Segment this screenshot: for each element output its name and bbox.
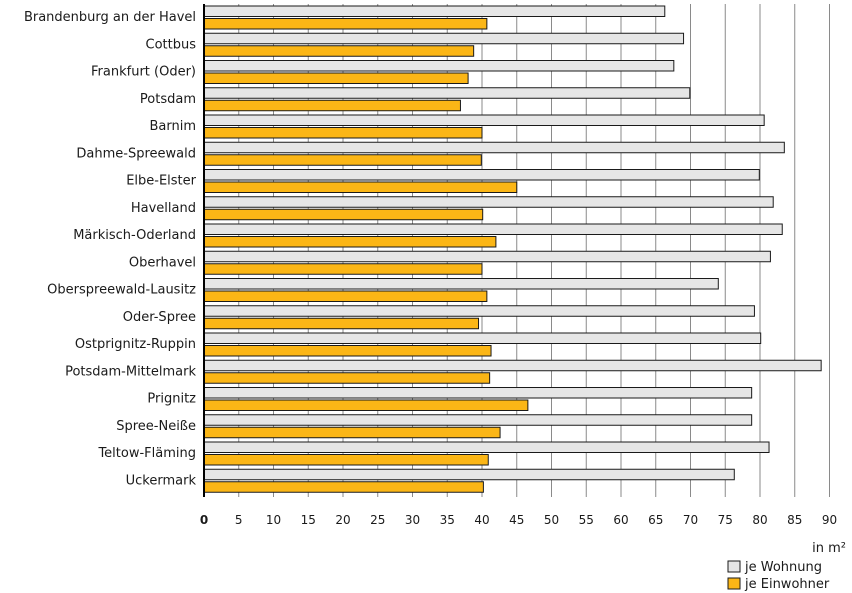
bar-je-einwohner — [203, 426, 501, 439]
bar-je-einwohner — [203, 372, 491, 384]
category-label: Oberspreewald-Lausitz — [47, 283, 196, 298]
x-tick-label: 25 — [370, 513, 385, 527]
bar-je-wohnung — [203, 32, 685, 45]
x-tick-label: 15 — [301, 513, 316, 527]
bar-je-einwohner — [203, 317, 480, 330]
bar-je-wohnung — [203, 196, 774, 208]
category-label: Prignitz — [147, 392, 196, 407]
category-label: Teltow-Fläming — [97, 446, 196, 461]
bar-je-einwohner — [203, 154, 482, 166]
bar-je-einwohner — [203, 72, 469, 84]
bar-je-wohnung — [203, 60, 675, 72]
bar-je-einwohner — [203, 399, 529, 411]
x-tick-label: 65 — [648, 513, 663, 527]
x-tick-label: 0 — [200, 513, 208, 527]
category-label: Uckermark — [126, 473, 197, 488]
x-tick-labels: 0 5 10 15 20 25 30 35 40 45 50 55 60 65 70 75 80 85 90 — [200, 513, 837, 527]
category-label: Elbe-Elster — [126, 174, 196, 189]
bar-je-wohnung — [203, 468, 735, 481]
bar-je-einwohner — [203, 18, 488, 30]
bar-je-wohnung — [203, 87, 691, 99]
bar-je-einwohner — [203, 263, 483, 275]
x-tick-label: 85 — [787, 513, 802, 527]
category-label: Oberhavel — [129, 255, 196, 270]
category-labels: Brandenburg an der Havel Cottbus Frankfurt… — [24, 10, 197, 488]
bar-je-einwohner — [203, 45, 475, 57]
x-tick-label: 60 — [613, 513, 628, 527]
category-label: Cottbus — [146, 37, 197, 52]
bar-je-einwohner — [203, 181, 518, 193]
x-tick-label: 50 — [544, 513, 559, 527]
legend-swatch-je-wohnung — [727, 560, 741, 573]
bar-je-wohnung — [203, 169, 760, 181]
x-axis-unit-label: in m² — [812, 541, 846, 556]
legend-swatch-je-einwohner — [727, 577, 741, 590]
bar-je-wohnung — [203, 387, 753, 399]
bar-je-einwohner — [203, 127, 483, 139]
bar-je-einwohner — [203, 208, 484, 221]
bars — [203, 5, 822, 493]
x-tick-label: 10 — [266, 513, 281, 527]
legend: je Wohnung je Einwohner — [727, 560, 830, 592]
x-tick-label: 5 — [235, 513, 243, 527]
category-label: Märkisch-Oderland — [73, 228, 196, 243]
bar-je-wohnung — [203, 359, 822, 372]
bar-je-wohnung — [203, 305, 755, 317]
x-tick-label: 40 — [474, 513, 489, 527]
category-label: Potsdam-Mittelmark — [65, 364, 196, 379]
x-tick-label: 55 — [579, 513, 594, 527]
bar-je-einwohner — [203, 454, 489, 466]
x-tick-label: 90 — [822, 513, 837, 527]
bar-je-einwohner — [203, 290, 488, 302]
category-label: Dahme-Spreewald — [76, 146, 196, 161]
bar-je-wohnung — [203, 141, 785, 154]
x-tick-label: 35 — [440, 513, 455, 527]
bar-je-wohnung — [203, 441, 770, 453]
category-label: Oder-Spree — [123, 310, 196, 325]
bar-je-einwohner — [203, 345, 492, 357]
category-label: Brandenburg an der Havel — [24, 10, 196, 25]
bar-je-wohnung — [203, 278, 719, 290]
x-tick-label: 80 — [752, 513, 767, 527]
bar-je-einwohner — [203, 481, 484, 493]
x-tick-label: 70 — [683, 513, 698, 527]
x-tick-label: 75 — [718, 513, 733, 527]
category-label: Potsdam — [140, 92, 196, 107]
bar-je-einwohner — [203, 236, 497, 248]
x-tick-label: 45 — [509, 513, 524, 527]
x-tick-label: 20 — [335, 513, 350, 527]
category-label: Ostprignitz-Ruppin — [75, 337, 196, 352]
bar-je-wohnung — [203, 5, 666, 17]
legend-label-je-wohnung: je Wohnung — [744, 560, 822, 575]
bar-je-wohnung — [203, 114, 765, 126]
category-label: Barnim — [149, 119, 196, 134]
bar-je-wohnung — [203, 414, 753, 426]
x-tick-label: 30 — [405, 513, 420, 527]
bar-je-wohnung — [203, 250, 771, 263]
bar-je-wohnung — [203, 223, 783, 235]
category-label: Spree-Neiße — [116, 419, 196, 434]
bar-je-wohnung — [203, 332, 762, 344]
category-label: Frankfurt (Oder) — [91, 65, 196, 80]
category-label: Havelland — [131, 201, 196, 216]
legend-label-je-einwohner: je Einwohner — [744, 577, 830, 592]
bar-je-einwohner — [203, 99, 461, 112]
